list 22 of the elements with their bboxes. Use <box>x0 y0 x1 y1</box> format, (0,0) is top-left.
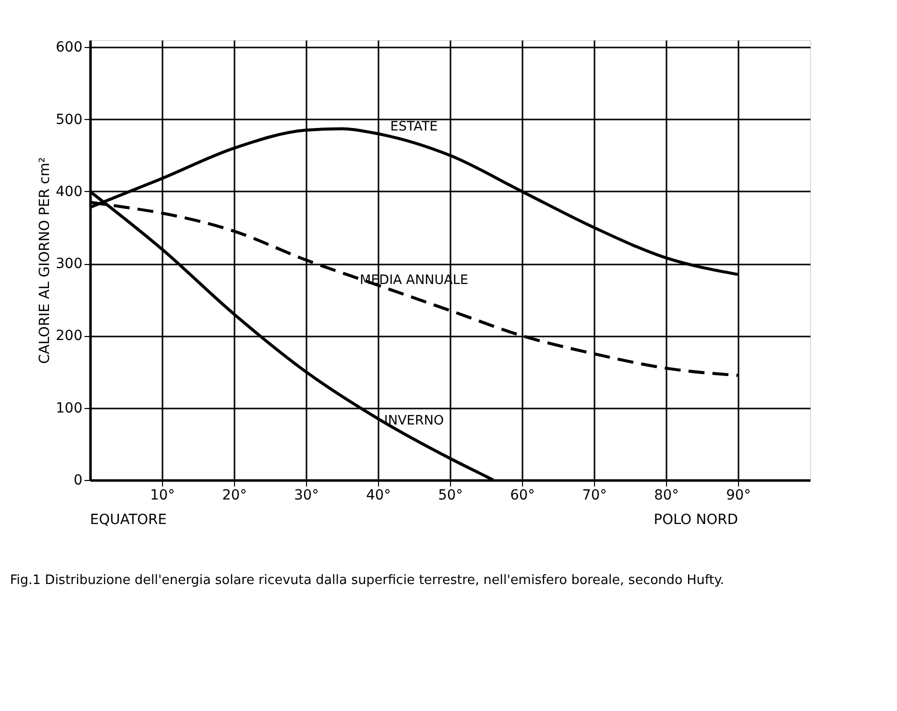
series-label: ESTATE <box>390 120 438 135</box>
y-tick-label: 500 <box>56 112 82 128</box>
x-tick-label: 50° <box>438 488 463 504</box>
x-tick-label: 30° <box>294 488 319 504</box>
x-tick-label: 70° <box>582 488 607 504</box>
text: EQUATORE <box>90 512 167 528</box>
y-tick-label: 600 <box>56 40 82 56</box>
caption: Fig.1 Distribuzione dell'energia solare ricevuta dalla superficie terrestre, nell'emisfero boreale, secondo Hufty. <box>10 573 724 588</box>
y-tick-label: 0 <box>74 472 82 488</box>
y-tick-label: 400 <box>56 184 82 200</box>
y-tick-label: 100 <box>56 400 82 416</box>
x-tick-label: 40° <box>366 488 391 504</box>
x-tick-label: 20° <box>222 488 247 504</box>
y-axis-title: CALORIE AL GIORNO PER cm² <box>36 157 53 364</box>
y-tick-label: 200 <box>56 328 82 344</box>
y-tick-label: 300 <box>56 256 82 272</box>
x-tick-label: 60° <box>510 488 535 504</box>
x-tick-label: 90° <box>726 488 751 504</box>
x-tick-label: 80° <box>654 488 679 504</box>
x-tick-label: 10° <box>150 488 175 504</box>
series-label: INVERNO <box>384 414 444 429</box>
text: POLO NORD <box>654 512 738 528</box>
